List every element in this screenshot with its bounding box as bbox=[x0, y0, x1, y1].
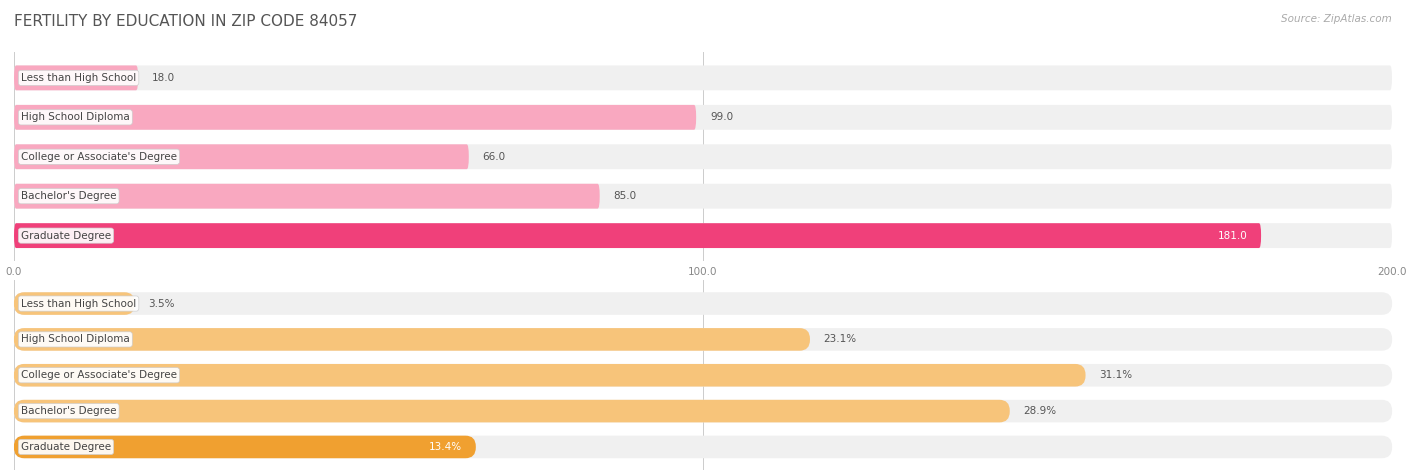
Text: 66.0: 66.0 bbox=[482, 152, 506, 162]
Text: College or Associate's Degree: College or Associate's Degree bbox=[21, 370, 177, 380]
Text: Source: ZipAtlas.com: Source: ZipAtlas.com bbox=[1281, 14, 1392, 24]
Text: High School Diploma: High School Diploma bbox=[21, 334, 129, 344]
Text: 18.0: 18.0 bbox=[152, 73, 174, 83]
Text: High School Diploma: High School Diploma bbox=[21, 112, 129, 123]
FancyBboxPatch shape bbox=[14, 436, 1392, 458]
FancyBboxPatch shape bbox=[14, 223, 1261, 248]
FancyBboxPatch shape bbox=[14, 184, 600, 209]
Text: 85.0: 85.0 bbox=[613, 191, 637, 201]
FancyBboxPatch shape bbox=[14, 105, 696, 130]
Text: College or Associate's Degree: College or Associate's Degree bbox=[21, 152, 177, 162]
FancyBboxPatch shape bbox=[14, 66, 1392, 90]
Text: Graduate Degree: Graduate Degree bbox=[21, 442, 111, 452]
Text: Less than High School: Less than High School bbox=[21, 299, 136, 309]
Text: Bachelor's Degree: Bachelor's Degree bbox=[21, 191, 117, 201]
FancyBboxPatch shape bbox=[14, 328, 810, 351]
FancyBboxPatch shape bbox=[14, 364, 1392, 387]
FancyBboxPatch shape bbox=[14, 144, 1392, 169]
Text: 23.1%: 23.1% bbox=[824, 334, 856, 344]
FancyBboxPatch shape bbox=[14, 105, 1392, 130]
Text: Bachelor's Degree: Bachelor's Degree bbox=[21, 406, 117, 416]
Text: 3.5%: 3.5% bbox=[149, 299, 174, 309]
FancyBboxPatch shape bbox=[14, 436, 475, 458]
Text: Graduate Degree: Graduate Degree bbox=[21, 231, 111, 241]
Text: 28.9%: 28.9% bbox=[1024, 406, 1056, 416]
Text: 13.4%: 13.4% bbox=[429, 442, 463, 452]
FancyBboxPatch shape bbox=[14, 66, 138, 90]
FancyBboxPatch shape bbox=[14, 400, 1392, 422]
FancyBboxPatch shape bbox=[14, 184, 1392, 209]
FancyBboxPatch shape bbox=[14, 328, 1392, 351]
FancyBboxPatch shape bbox=[14, 364, 1085, 387]
FancyBboxPatch shape bbox=[14, 400, 1010, 422]
Text: 31.1%: 31.1% bbox=[1099, 370, 1132, 380]
FancyBboxPatch shape bbox=[14, 144, 468, 169]
Text: FERTILITY BY EDUCATION IN ZIP CODE 84057: FERTILITY BY EDUCATION IN ZIP CODE 84057 bbox=[14, 14, 357, 29]
Text: 181.0: 181.0 bbox=[1218, 231, 1247, 241]
FancyBboxPatch shape bbox=[14, 292, 135, 315]
FancyBboxPatch shape bbox=[14, 223, 1392, 248]
Text: Less than High School: Less than High School bbox=[21, 73, 136, 83]
Text: 99.0: 99.0 bbox=[710, 112, 733, 123]
FancyBboxPatch shape bbox=[14, 292, 1392, 315]
